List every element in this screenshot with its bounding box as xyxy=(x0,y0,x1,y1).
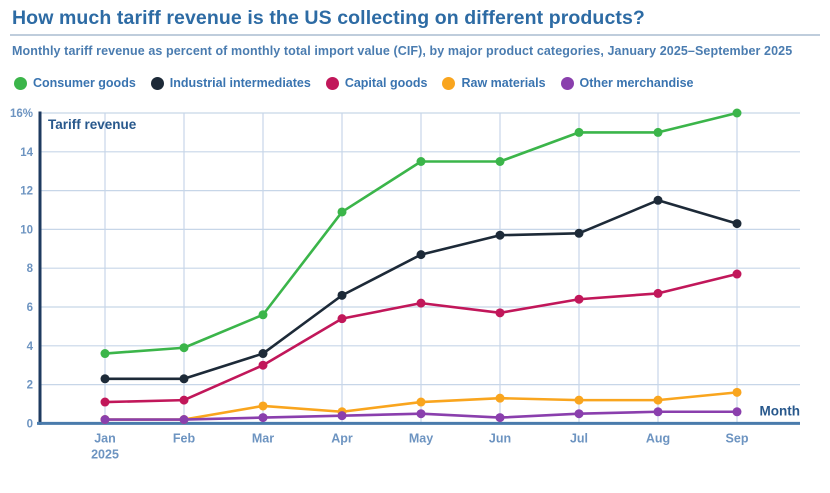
data-point-industrial-intermediates xyxy=(495,230,505,240)
data-point-capital-goods xyxy=(258,360,268,370)
data-point-raw-materials xyxy=(495,393,505,403)
data-point-consumer-goods xyxy=(100,349,110,359)
chart-page: How much tariff revenue is the US collec… xyxy=(0,6,830,493)
data-point-raw-materials xyxy=(732,387,742,397)
legend-label: Industrial intermediates xyxy=(169,76,311,90)
data-point-industrial-intermediates xyxy=(732,219,742,229)
data-point-other-merchandise xyxy=(732,407,742,417)
data-point-raw-materials xyxy=(653,395,663,405)
legend-dot-icon xyxy=(150,76,164,90)
y-tick-label: 0 xyxy=(27,418,33,430)
data-point-capital-goods xyxy=(732,269,742,279)
title-divider xyxy=(10,34,820,36)
x-tick-year-label: 2025 xyxy=(91,447,119,461)
data-point-other-merchandise xyxy=(416,409,426,419)
y-tick-label: 4 xyxy=(27,341,34,353)
data-point-other-merchandise xyxy=(574,409,584,419)
legend-dot-icon xyxy=(325,76,339,90)
page-title: How much tariff revenue is the US collec… xyxy=(12,7,645,29)
data-point-raw-materials xyxy=(258,401,268,411)
legend-label: Consumer goods xyxy=(33,76,136,90)
data-point-other-merchandise xyxy=(179,415,189,425)
x-tick-label: Feb xyxy=(173,431,196,445)
tariff-revenue-line-chart: 0 2 4 6 8 10 12 14 16% Jan Feb Mar Apr May Jun Jul Aug Se… xyxy=(10,108,800,461)
data-point-industrial-intermediates xyxy=(179,374,189,384)
legend-item-consumer-goods: Consumer goods xyxy=(14,76,136,90)
data-point-industrial-intermediates xyxy=(337,290,347,300)
legend-item-capital-goods: Capital goods xyxy=(325,76,428,90)
y-tick-label: 16% xyxy=(10,108,33,120)
chart-subtitle: Monthly tariff revenue as percent of mon… xyxy=(12,44,793,58)
data-point-industrial-intermediates xyxy=(416,250,426,260)
data-point-other-merchandise xyxy=(337,411,347,421)
data-point-consumer-goods xyxy=(495,157,505,166)
data-point-consumer-goods xyxy=(179,343,189,353)
data-point-raw-materials xyxy=(574,395,584,405)
data-point-capital-goods xyxy=(100,397,110,407)
y-tick-label: 6 xyxy=(27,302,33,314)
data-point-consumer-goods xyxy=(337,207,347,217)
y-tick-label: 8 xyxy=(27,263,34,275)
data-point-capital-goods xyxy=(653,288,663,298)
data-point-other-merchandise xyxy=(100,415,110,425)
x-tick-label: May xyxy=(409,431,433,445)
data-point-industrial-intermediates xyxy=(100,374,110,384)
data-point-consumer-goods xyxy=(574,127,584,137)
data-point-industrial-intermediates xyxy=(653,195,663,205)
data-point-capital-goods xyxy=(179,395,189,405)
data-point-industrial-intermediates xyxy=(258,349,268,359)
x-tick-label: Mar xyxy=(252,431,274,445)
data-point-other-merchandise xyxy=(495,413,505,423)
legend-dot-icon xyxy=(14,76,27,90)
x-tick-label: Apr xyxy=(331,431,353,445)
x-tick-label: Jan xyxy=(94,431,116,445)
y-tick-label: 2 xyxy=(27,380,33,392)
data-point-consumer-goods xyxy=(732,108,742,118)
data-point-capital-goods xyxy=(416,298,426,308)
data-point-consumer-goods xyxy=(258,310,268,320)
data-point-capital-goods xyxy=(574,294,584,304)
legend-label: Capital goods xyxy=(344,76,428,90)
data-point-other-merchandise xyxy=(653,407,663,417)
legend-label: Other merchandise xyxy=(579,76,694,90)
x-tick-label: Jun xyxy=(489,431,511,445)
x-axis-title: Month xyxy=(760,403,800,418)
data-point-capital-goods xyxy=(495,308,505,318)
y-axis-title: Tariff revenue xyxy=(48,117,137,132)
x-tick-label: Jul xyxy=(570,431,588,445)
data-point-raw-materials xyxy=(416,397,426,407)
legend-label: Raw materials xyxy=(461,76,546,90)
legend-dot-icon xyxy=(442,76,456,90)
x-tick-label: Sep xyxy=(726,431,749,445)
chart-legend: Consumer goods Industrial intermediates Ca… xyxy=(14,75,830,91)
data-point-industrial-intermediates xyxy=(574,228,584,238)
data-point-other-merchandise xyxy=(258,413,268,423)
x-tick-label: Aug xyxy=(646,431,670,445)
legend-item-industrial-intermediates: Industrial intermediates xyxy=(150,76,311,90)
y-tick-label: 14 xyxy=(20,147,33,159)
legend-item-other-merchandise: Other merchandise xyxy=(560,76,694,90)
y-tick-label: 10 xyxy=(20,224,33,236)
data-point-consumer-goods xyxy=(653,127,663,137)
data-point-consumer-goods xyxy=(416,157,426,166)
data-point-capital-goods xyxy=(337,314,347,324)
y-tick-label: 12 xyxy=(20,186,33,198)
legend-dot-icon xyxy=(560,76,574,90)
legend-item-raw-materials: Raw materials xyxy=(442,76,546,90)
